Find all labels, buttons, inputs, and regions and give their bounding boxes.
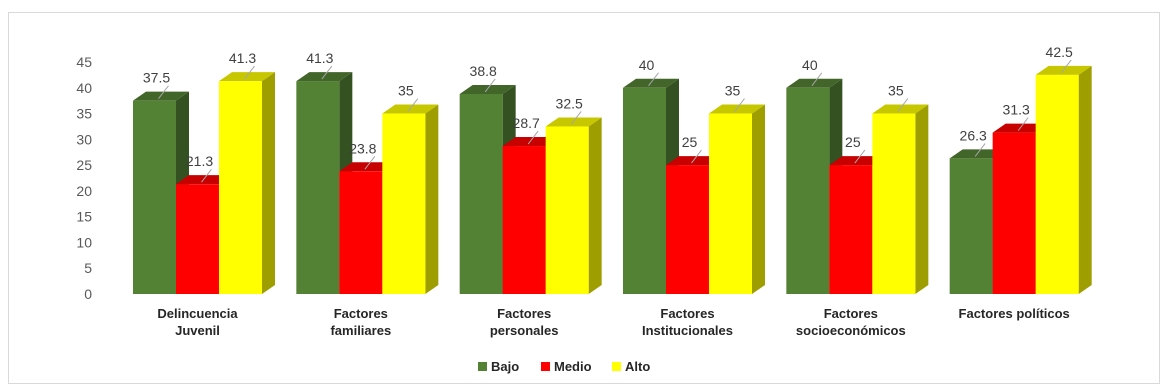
data-label: 40 xyxy=(639,57,655,73)
y-tick-label: 10 xyxy=(76,234,92,250)
data-label: 21.3 xyxy=(186,153,213,169)
data-label: 31.3 xyxy=(1003,102,1030,118)
bar-alto xyxy=(709,104,765,294)
y-tick-label: 20 xyxy=(76,183,92,199)
category-label: Juvenil xyxy=(175,323,220,338)
data-label: 38.8 xyxy=(470,63,497,79)
legend-label: Bajo xyxy=(491,359,519,374)
leader-line xyxy=(854,149,866,164)
leader-line xyxy=(158,85,169,99)
data-label: 35 xyxy=(888,83,904,99)
legend-swatch xyxy=(541,362,550,371)
legend-label: Alto xyxy=(625,359,650,374)
data-label: 25 xyxy=(845,134,861,150)
y-tick-label: 5 xyxy=(84,260,92,276)
leader-line xyxy=(570,111,582,125)
bar-alto xyxy=(1035,65,1092,294)
data-label: 42.5 xyxy=(1046,44,1073,60)
leader-line xyxy=(811,72,823,87)
leader-line xyxy=(321,65,333,80)
category-label: Institucionales xyxy=(642,323,733,338)
y-tick-label: 15 xyxy=(76,209,92,225)
y-tick-label: 45 xyxy=(76,54,92,70)
data-label: 23.8 xyxy=(349,140,376,156)
data-label: 41.3 xyxy=(306,50,333,66)
y-tick-label: 35 xyxy=(76,106,92,122)
leader-line xyxy=(407,98,419,112)
leader-line xyxy=(1060,59,1072,74)
data-label: 35 xyxy=(725,83,741,99)
leader-line xyxy=(974,143,986,157)
data-label: 26.3 xyxy=(960,127,987,143)
bar-alto xyxy=(382,104,439,294)
legend-swatch xyxy=(478,362,487,371)
category-label: Delincuencia xyxy=(157,306,238,321)
category-label: familiares xyxy=(330,323,391,338)
data-label: 25 xyxy=(682,134,698,150)
leader-line xyxy=(201,168,212,183)
bar-alto xyxy=(872,104,929,294)
y-tick-label: 0 xyxy=(84,286,92,302)
bar-alto xyxy=(219,72,275,294)
category-label: Factores xyxy=(497,306,551,321)
leader-line xyxy=(691,149,702,164)
leader-line xyxy=(484,78,496,93)
data-label: 32.5 xyxy=(556,95,583,111)
category-label: socioeconómicos xyxy=(796,323,906,338)
legend-label: Medio xyxy=(554,359,592,374)
legend-swatch xyxy=(612,362,621,371)
bar-alto xyxy=(545,117,602,294)
y-tick-label: 40 xyxy=(76,80,92,96)
category-label: Factores xyxy=(660,306,714,321)
category-label: Factores políticos xyxy=(959,306,1070,321)
category-label: Factores xyxy=(334,306,388,321)
leader-line xyxy=(527,130,539,145)
data-label: 35 xyxy=(398,83,414,99)
leader-line xyxy=(648,72,659,87)
data-label: 40 xyxy=(802,57,818,73)
leader-line xyxy=(734,98,745,112)
data-label: 28.7 xyxy=(513,115,540,131)
data-label: 37.5 xyxy=(143,70,170,86)
leader-line xyxy=(1017,117,1029,131)
leader-line xyxy=(244,65,255,80)
y-tick-label: 25 xyxy=(76,157,92,173)
category-label: Factores xyxy=(824,306,878,321)
leader-line xyxy=(897,98,909,112)
leader-line xyxy=(364,155,376,170)
data-label: 41.3 xyxy=(229,50,256,66)
category-label: personales xyxy=(490,323,559,338)
y-tick-label: 30 xyxy=(76,131,92,147)
